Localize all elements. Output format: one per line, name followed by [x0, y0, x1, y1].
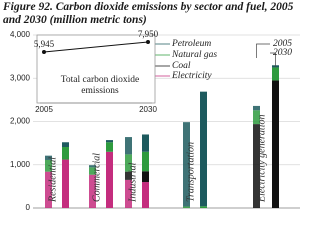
year-label: 2030 — [273, 48, 292, 58]
bar-segment — [125, 154, 132, 172]
bar-segment — [89, 167, 96, 175]
bar-segment — [142, 171, 149, 183]
bar-segment — [45, 159, 52, 172]
inset-x-label: 2005 — [35, 105, 53, 114]
sector-label: Electricity generation — [256, 115, 267, 203]
bar-segment — [142, 134, 149, 152]
legend-label: Natural gas — [171, 50, 217, 60]
legend-label: Coal — [172, 61, 191, 71]
y-tick-label: 3,000 — [10, 73, 31, 82]
y-tick-label: 2,000 — [10, 117, 31, 126]
y-tick-label: 0 — [26, 203, 31, 212]
bar-segment — [125, 171, 132, 180]
chart-title: Figure 92. Carbon dioxide emissions by s… — [3, 1, 294, 26]
inset-x-label: 2030 — [139, 105, 157, 114]
bar-segment — [272, 67, 279, 81]
bar-segment — [200, 91, 207, 207]
bar-segment — [89, 174, 96, 208]
bar-segment — [142, 151, 149, 172]
page: {"chart_data": { "type": "bar", "stacked… — [3, 1, 300, 213]
sector-label: Residential — [47, 157, 58, 203]
year-label: 2005 — [273, 39, 292, 49]
bar-segment — [125, 137, 132, 155]
sector-label: Commercial — [91, 153, 102, 202]
sector-label: Industrial — [127, 162, 138, 203]
year-leader — [270, 52, 276, 67]
y-tick-label: 4,000 — [10, 30, 31, 39]
bar-segment — [253, 110, 260, 125]
bar-segment — [106, 140, 113, 143]
inset-box — [36, 34, 156, 104]
bar-segment — [253, 105, 260, 111]
inset-point — [42, 50, 46, 54]
chart: 0 1,000 2,000 3,000 4,000 Residential Commerci… — [10, 29, 300, 212]
bar-segment — [125, 179, 132, 208]
bar-segment — [89, 165, 96, 168]
bar-segment — [62, 147, 69, 160]
legend-label: Petroleum — [171, 39, 211, 49]
bar-segment — [142, 182, 149, 208]
inset-value-label: 7,950 — [138, 29, 159, 39]
year-leader — [256, 43, 270, 58]
inset-line — [43, 41, 149, 53]
bar-segment — [272, 80, 279, 208]
bar-segment — [62, 142, 69, 148]
bar-segment — [106, 151, 113, 208]
bar-segment — [45, 155, 52, 160]
y-tick-label: 1,000 — [10, 160, 31, 169]
bar-segment — [183, 122, 190, 207]
legend-label: Electricity — [171, 71, 212, 81]
bar-segment — [183, 206, 190, 208]
bar-segment — [106, 142, 113, 152]
bar-segment — [45, 171, 52, 208]
inset-point — [146, 40, 150, 44]
inset-label: Total carbon dioxide emissions — [60, 75, 140, 96]
bar-segment — [200, 206, 207, 208]
sector-label: Transportation — [185, 142, 196, 202]
bar-segment — [253, 124, 260, 208]
bar-segment — [62, 159, 69, 208]
inset-value-label: 5,945 — [34, 39, 55, 49]
